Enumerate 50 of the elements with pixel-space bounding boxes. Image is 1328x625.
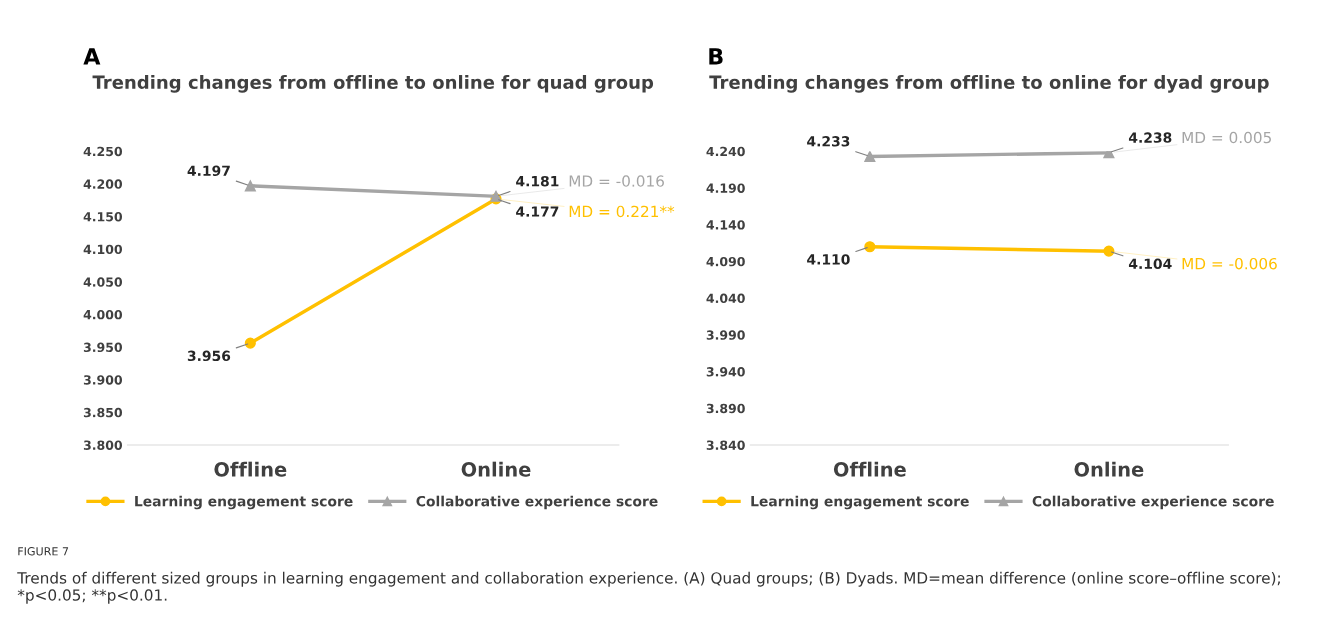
y-tick-label: 3.950 — [83, 342, 123, 353]
text: Trends of different sized groups in learning engagement and collaboration experience. (A) Quad groups; (B) Dyads. MD=mean difference (online score–offline score); *p<0.05; **p<0.01. — [17, 571, 1280, 604]
y-tick-label: 3.990 — [706, 330, 745, 340]
text: B — [709, 48, 723, 65]
y-tick-label: 3.850 — [83, 407, 123, 418]
y-tick-label: 4.240 — [706, 146, 745, 157]
x-tick-label: Offline — [214, 461, 287, 477]
annotation: MD = -0.016 — [569, 175, 664, 187]
y-tick-label: 4.200 — [83, 179, 123, 189]
legend-label: Learning engagement score — [135, 495, 353, 510]
annotation: MD = 0.221** — [569, 205, 675, 218]
y-tick-label: 4.040 — [706, 293, 745, 304]
point — [864, 151, 876, 162]
y-tick-label: 4.000 — [83, 309, 123, 320]
y-tick-label: 3.800 — [83, 440, 123, 450]
y-tick-label: 3.940 — [706, 367, 745, 377]
point — [244, 337, 256, 349]
x-tick-label: Online — [461, 461, 531, 477]
y-tick-label: 4.100 — [83, 244, 123, 255]
y-tick-label: 3.840 — [706, 440, 745, 450]
data-label: 4.110 — [807, 254, 850, 265]
point — [864, 241, 876, 253]
legend-label: Collaborative experience score — [1032, 495, 1274, 510]
y-tick-label: 4.140 — [706, 220, 745, 230]
y-tick-label: 3.890 — [706, 403, 745, 414]
data-label: 4.238 — [1128, 132, 1172, 143]
point — [1103, 245, 1115, 257]
chart-title: Trending changes from offline to online for quad group — [92, 75, 654, 93]
point — [244, 180, 256, 192]
y-tick-label: 4.190 — [706, 183, 745, 193]
data-label: 4.233 — [807, 136, 850, 147]
x-tick-label: Online — [1074, 461, 1144, 477]
y-tick-label: 4.090 — [706, 256, 745, 267]
y-tick-label: 4.050 — [83, 277, 123, 287]
data-label: 4.197 — [187, 165, 230, 176]
legend-label: Collaborative experience score — [416, 495, 658, 510]
data-label: 3.956 — [187, 350, 231, 362]
annotation: MD = -0.006 — [1182, 257, 1277, 270]
chart-title: Trending changes from offline to online for dyad group — [709, 75, 1269, 93]
data-label: 4.104 — [1128, 258, 1172, 270]
y-tick-label: 4.150 — [83, 212, 123, 222]
caption: FIGURE 7 — [18, 547, 69, 556]
y-tick-label: 3.900 — [83, 375, 123, 385]
data-label: 4.181 — [516, 175, 559, 187]
annotation: MD = 0.005 — [1182, 131, 1271, 144]
y-tick-label: 4.250 — [83, 146, 123, 157]
legend-label: Learning engagement score — [751, 495, 969, 510]
x-tick-label: Offline — [833, 461, 906, 477]
text: A — [83, 48, 101, 65]
data-label: 4.177 — [516, 206, 559, 217]
